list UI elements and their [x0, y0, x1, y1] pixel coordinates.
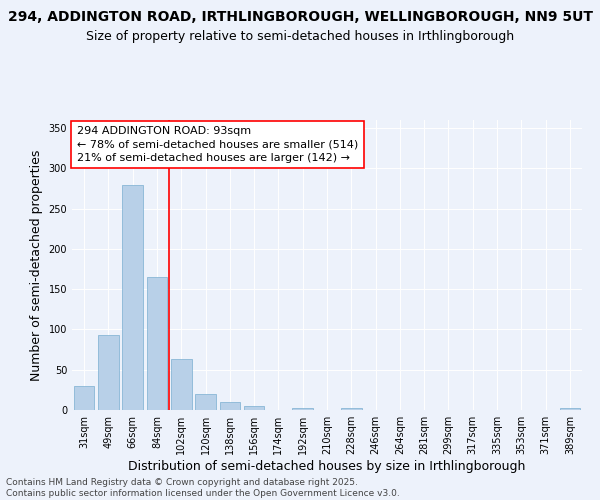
- Bar: [220, 402, 240, 410]
- Bar: [244, 406, 265, 410]
- Bar: [98, 335, 119, 410]
- Text: 294, ADDINGTON ROAD, IRTHLINGBOROUGH, WELLINGBOROUGH, NN9 5UT: 294, ADDINGTON ROAD, IRTHLINGBOROUGH, WE…: [7, 10, 593, 24]
- Bar: [122, 185, 143, 410]
- Bar: [341, 408, 362, 410]
- Text: 294 ADDINGTON ROAD: 93sqm
← 78% of semi-detached houses are smaller (514)
21% of: 294 ADDINGTON ROAD: 93sqm ← 78% of semi-…: [77, 126, 358, 163]
- Y-axis label: Number of semi-detached properties: Number of semi-detached properties: [30, 150, 43, 380]
- Bar: [146, 277, 167, 410]
- Bar: [74, 386, 94, 410]
- X-axis label: Distribution of semi-detached houses by size in Irthlingborough: Distribution of semi-detached houses by …: [128, 460, 526, 473]
- Text: Size of property relative to semi-detached houses in Irthlingborough: Size of property relative to semi-detach…: [86, 30, 514, 43]
- Bar: [195, 394, 216, 410]
- Bar: [560, 408, 580, 410]
- Bar: [171, 359, 191, 410]
- Bar: [292, 408, 313, 410]
- Text: Contains HM Land Registry data © Crown copyright and database right 2025.
Contai: Contains HM Land Registry data © Crown c…: [6, 478, 400, 498]
